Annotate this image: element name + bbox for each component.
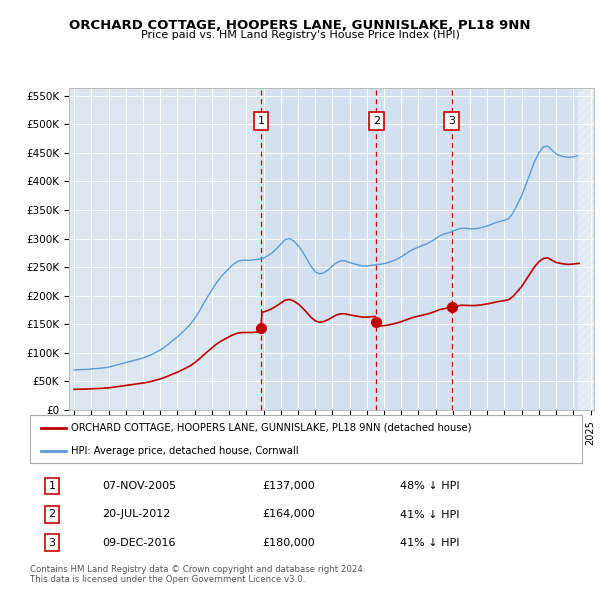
Text: 41% ↓ HPI: 41% ↓ HPI (400, 510, 460, 519)
Text: Contains HM Land Registry data © Crown copyright and database right 2024.: Contains HM Land Registry data © Crown c… (30, 565, 365, 574)
Text: £137,000: £137,000 (262, 481, 314, 491)
Text: ORCHARD COTTAGE, HOOPERS LANE, GUNNISLAKE, PL18 9NN: ORCHARD COTTAGE, HOOPERS LANE, GUNNISLAK… (69, 19, 531, 32)
Text: Price paid vs. HM Land Registry's House Price Index (HPI): Price paid vs. HM Land Registry's House … (140, 30, 460, 40)
Text: 07-NOV-2005: 07-NOV-2005 (102, 481, 176, 491)
Text: 1: 1 (257, 116, 265, 126)
Text: £180,000: £180,000 (262, 538, 314, 548)
Text: 2: 2 (49, 510, 56, 519)
Text: 48% ↓ HPI: 48% ↓ HPI (400, 481, 460, 491)
Text: 20-JUL-2012: 20-JUL-2012 (102, 510, 170, 519)
Bar (261, 88, 594, 410)
Bar (578, 88, 594, 410)
Text: ORCHARD COTTAGE, HOOPERS LANE, GUNNISLAKE, PL18 9NN (detached house): ORCHARD COTTAGE, HOOPERS LANE, GUNNISLAK… (71, 423, 472, 433)
Text: 09-DEC-2016: 09-DEC-2016 (102, 538, 175, 548)
Text: 41% ↓ HPI: 41% ↓ HPI (400, 538, 460, 548)
Text: £164,000: £164,000 (262, 510, 314, 519)
Text: 2: 2 (373, 116, 380, 126)
Text: 3: 3 (49, 538, 56, 548)
Text: 1: 1 (49, 481, 56, 491)
Text: HPI: Average price, detached house, Cornwall: HPI: Average price, detached house, Corn… (71, 446, 299, 456)
Text: 3: 3 (448, 116, 455, 126)
Text: This data is licensed under the Open Government Licence v3.0.: This data is licensed under the Open Gov… (30, 575, 305, 584)
